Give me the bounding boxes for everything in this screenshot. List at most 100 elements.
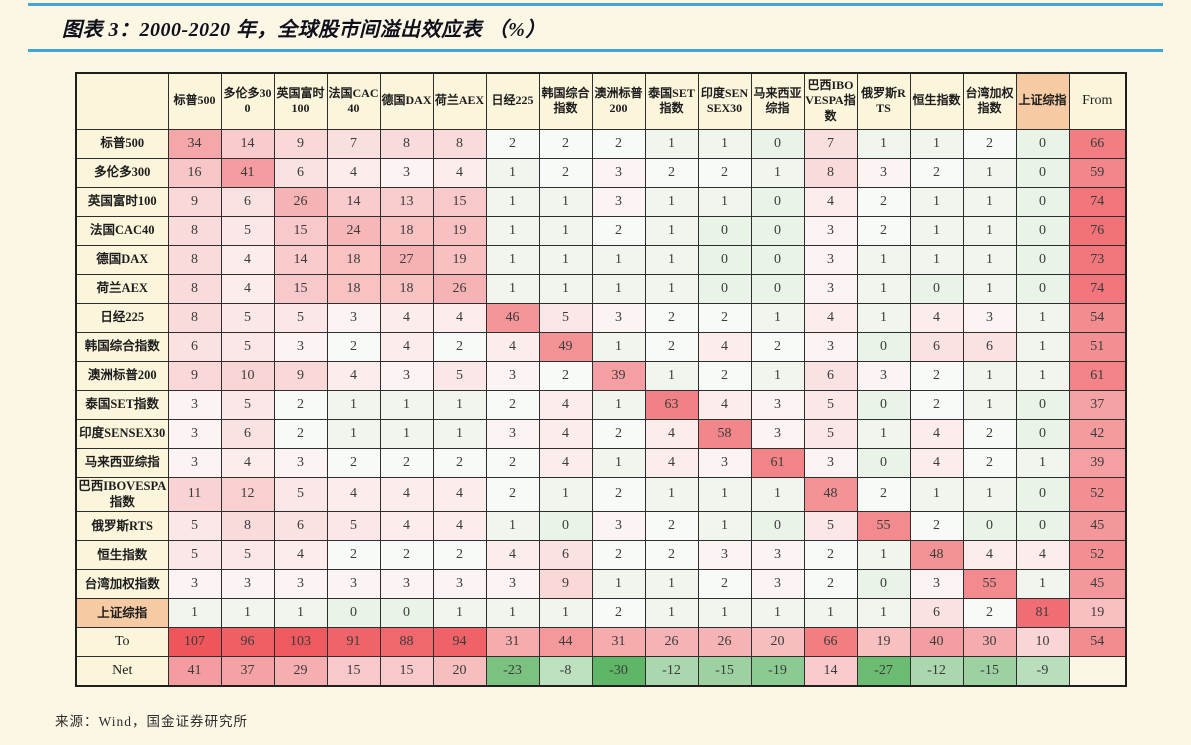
value-cell: 4 xyxy=(220,273,275,304)
value-cell: 1 xyxy=(644,598,699,629)
value-cell: 4 xyxy=(432,476,487,513)
value-cell: 1 xyxy=(485,273,540,304)
value-cell: 2 xyxy=(697,302,752,333)
value-cell: 14 xyxy=(326,186,381,217)
value-cell: 4 xyxy=(909,447,964,478)
value-cell: 8 xyxy=(167,273,222,304)
value-cell: 1 xyxy=(273,598,328,629)
value-cell: 2 xyxy=(644,511,699,542)
value-cell: 45 xyxy=(1068,569,1127,600)
value-cell: 7 xyxy=(803,128,858,159)
table-row: 台湾加权指数 3 3 3 3 3 3 3 9 1 1 2 3 2 0 3 55 1 45 xyxy=(75,569,1127,600)
value-cell: 2 xyxy=(485,447,540,478)
value-cell: 3 xyxy=(485,569,540,600)
value-cell: 34 xyxy=(167,128,222,159)
value-cell: 58 xyxy=(697,418,752,449)
value-cell: 2 xyxy=(591,476,646,513)
value-cell: 5 xyxy=(273,302,328,333)
value-cell: 3 xyxy=(591,511,646,542)
value-cell: 2 xyxy=(856,215,911,246)
column-header: 标普500 xyxy=(167,72,222,130)
value-cell: 3 xyxy=(856,360,911,391)
value-cell: 1 xyxy=(750,302,805,333)
value-cell: 15 xyxy=(273,215,328,246)
value-cell: 16 xyxy=(167,157,222,188)
value-cell: 7 xyxy=(326,128,381,159)
value-cell: 73 xyxy=(1068,244,1127,275)
value-cell: 2 xyxy=(644,157,699,188)
value-cell: 3 xyxy=(591,157,646,188)
column-header: 马来西亚综指 xyxy=(750,72,805,130)
value-cell: 3 xyxy=(326,569,381,600)
value-cell: 18 xyxy=(326,244,381,275)
value-cell: 4 xyxy=(1015,540,1070,571)
column-header: 韩国综合指数 xyxy=(538,72,593,130)
value-cell: 26 xyxy=(432,273,487,304)
value-cell: 0 xyxy=(750,215,805,246)
value-cell xyxy=(1068,656,1127,687)
value-cell: 1 xyxy=(697,186,752,217)
value-cell: 54 xyxy=(1068,302,1127,333)
value-cell: 2 xyxy=(803,569,858,600)
table-row: 巴西IBOVESPA指数 11 12 5 4 4 4 2 1 2 1 1 1 48 2 1 1 0 52 xyxy=(75,476,1127,513)
value-cell: 4 xyxy=(220,447,275,478)
value-cell: 8 xyxy=(803,157,858,188)
table-row: 德国DAX 8 4 14 18 27 19 1 1 1 1 0 0 3 1 1 1 0 73 xyxy=(75,244,1127,275)
value-cell: 1 xyxy=(591,331,646,362)
value-cell: 1 xyxy=(644,244,699,275)
value-cell: 6 xyxy=(167,331,222,362)
table-corner-cell xyxy=(75,72,169,130)
value-cell: 52 xyxy=(1068,540,1127,571)
value-cell: 37 xyxy=(1068,389,1127,420)
value-cell: 4 xyxy=(220,244,275,275)
value-cell: 27 xyxy=(379,244,434,275)
value-cell: 14 xyxy=(220,128,275,159)
value-cell: 6 xyxy=(538,540,593,571)
row-header: 马来西亚综指 xyxy=(75,447,169,478)
value-cell: 1 xyxy=(962,186,1017,217)
value-cell: 1 xyxy=(909,244,964,275)
column-header: 英国富时100 xyxy=(273,72,328,130)
value-cell: 2 xyxy=(273,389,328,420)
value-cell: 52 xyxy=(1068,476,1127,513)
value-cell: -15 xyxy=(962,656,1017,687)
value-cell: 3 xyxy=(485,360,540,391)
value-cell: 1 xyxy=(644,569,699,600)
value-cell: 19 xyxy=(856,627,911,658)
value-cell: 0 xyxy=(697,215,752,246)
value-cell: 0 xyxy=(1015,157,1070,188)
value-cell: -27 xyxy=(856,656,911,687)
value-cell: 2 xyxy=(485,128,540,159)
value-cell: 0 xyxy=(1015,476,1070,513)
value-cell: 1 xyxy=(485,244,540,275)
value-cell: 10 xyxy=(1015,627,1070,658)
column-header: 德国DAX xyxy=(379,72,434,130)
value-cell: 5 xyxy=(220,540,275,571)
value-cell: 5 xyxy=(167,511,222,542)
value-cell: 3 xyxy=(273,331,328,362)
value-cell: 88 xyxy=(379,627,434,658)
value-cell: 5 xyxy=(220,302,275,333)
value-cell: 1 xyxy=(485,215,540,246)
value-cell: 2 xyxy=(644,540,699,571)
row-header: 标普500 xyxy=(75,128,169,159)
value-cell: 5 xyxy=(803,418,858,449)
row-header: 台湾加权指数 xyxy=(75,569,169,600)
value-cell: 26 xyxy=(697,627,752,658)
value-cell: 1 xyxy=(803,598,858,629)
value-cell: 0 xyxy=(856,569,911,600)
value-cell: 1 xyxy=(538,598,593,629)
value-cell: 41 xyxy=(220,157,275,188)
column-header: 荷兰AEX xyxy=(432,72,487,130)
source-note: 来源：Wind，国金证券研究所 xyxy=(55,714,248,729)
value-cell: 5 xyxy=(167,540,222,571)
value-cell: 19 xyxy=(432,215,487,246)
value-cell: 37 xyxy=(220,656,275,687)
value-cell: 1 xyxy=(697,598,752,629)
value-cell: 11 xyxy=(167,476,222,513)
value-cell: 49 xyxy=(538,331,593,362)
value-cell: 1 xyxy=(909,215,964,246)
value-cell: 96 xyxy=(220,627,275,658)
value-cell: 3 xyxy=(750,569,805,600)
value-cell: 1 xyxy=(1015,360,1070,391)
